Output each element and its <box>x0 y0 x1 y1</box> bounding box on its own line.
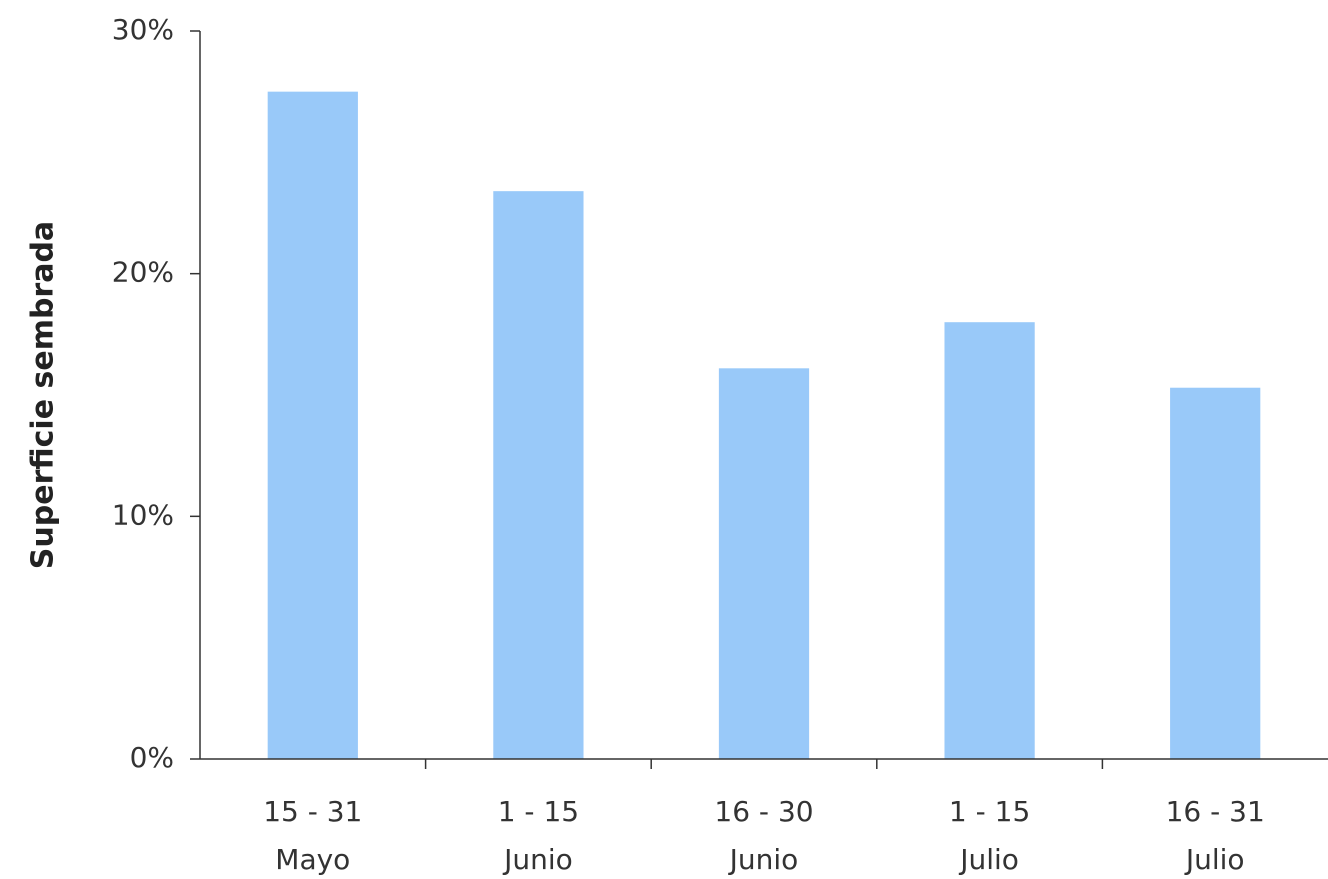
y-tick-label: 10% <box>112 498 174 531</box>
x-tick-label: 15 - 31 <box>263 795 362 828</box>
x-tick-label: 1 - 15 <box>949 795 1030 828</box>
bar <box>718 368 810 759</box>
x-tick-label: Junio <box>728 843 799 876</box>
y-axis-title: Superficie sembrada <box>26 221 61 569</box>
x-tick-label: 16 - 31 <box>1166 795 1265 828</box>
x-tick-label: 1 - 15 <box>498 795 579 828</box>
x-tick-label: Junio <box>502 843 573 876</box>
bar <box>493 191 584 759</box>
y-tick-label: 0% <box>130 741 174 774</box>
bar <box>944 322 1035 759</box>
bar <box>267 91 358 759</box>
y-tick-label: 20% <box>112 256 174 289</box>
x-tick-label: Julio <box>958 843 1019 876</box>
x-tick-label: 16 - 30 <box>714 795 813 828</box>
bar <box>1170 387 1261 759</box>
x-tick-label: Mayo <box>275 843 350 876</box>
x-tick-label: Julio <box>1184 843 1245 876</box>
y-tick-label: 30% <box>112 13 174 46</box>
